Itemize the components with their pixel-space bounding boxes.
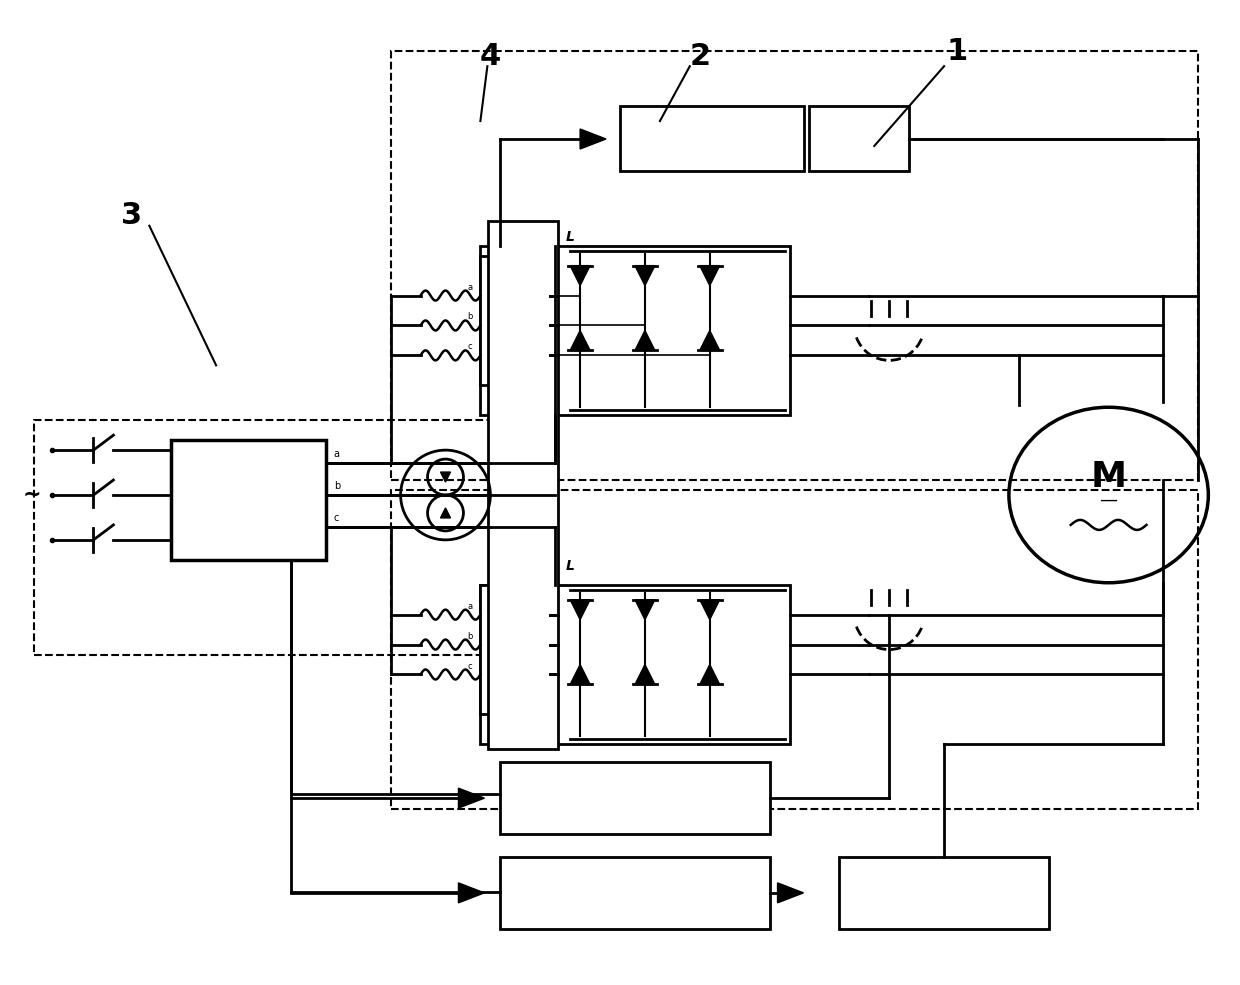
Text: M: M <box>1091 460 1127 494</box>
Polygon shape <box>635 266 655 286</box>
Bar <box>839 857 1049 929</box>
Text: c: c <box>334 513 340 523</box>
Text: L: L <box>565 230 574 243</box>
Polygon shape <box>459 883 485 903</box>
Bar <box>500 857 770 929</box>
Polygon shape <box>570 266 590 286</box>
Polygon shape <box>570 665 590 685</box>
Polygon shape <box>440 472 450 482</box>
Text: 4: 4 <box>480 41 501 71</box>
Text: a: a <box>334 449 340 459</box>
Text: c: c <box>467 343 472 352</box>
Polygon shape <box>777 883 804 903</box>
Text: 1: 1 <box>946 36 967 66</box>
Bar <box>480 585 790 745</box>
Polygon shape <box>699 330 719 351</box>
Text: —: — <box>1100 491 1117 509</box>
Text: a: a <box>467 283 472 292</box>
Polygon shape <box>635 665 655 685</box>
Text: L: L <box>565 558 574 573</box>
Bar <box>391 490 1198 809</box>
Polygon shape <box>459 788 485 808</box>
Bar <box>810 106 909 171</box>
Text: ~: ~ <box>22 485 41 505</box>
Text: b: b <box>334 481 340 491</box>
Polygon shape <box>580 129 606 149</box>
Polygon shape <box>570 330 590 351</box>
Bar <box>489 221 558 750</box>
Text: c: c <box>467 662 472 671</box>
Polygon shape <box>699 665 719 685</box>
Polygon shape <box>635 600 655 620</box>
Polygon shape <box>570 600 590 620</box>
Bar <box>391 51 1198 480</box>
Bar <box>480 245 790 416</box>
Text: a: a <box>467 602 472 611</box>
Bar <box>480 585 551 714</box>
Polygon shape <box>699 266 719 286</box>
Polygon shape <box>440 508 450 518</box>
Text: 2: 2 <box>689 41 711 71</box>
Bar <box>33 421 522 655</box>
Bar <box>500 762 770 834</box>
Bar <box>480 256 551 385</box>
Text: b: b <box>467 631 472 640</box>
Text: 3: 3 <box>120 201 141 230</box>
Bar <box>171 440 326 559</box>
Bar <box>620 106 805 171</box>
Text: b: b <box>467 312 472 321</box>
Polygon shape <box>635 330 655 351</box>
Polygon shape <box>699 600 719 620</box>
